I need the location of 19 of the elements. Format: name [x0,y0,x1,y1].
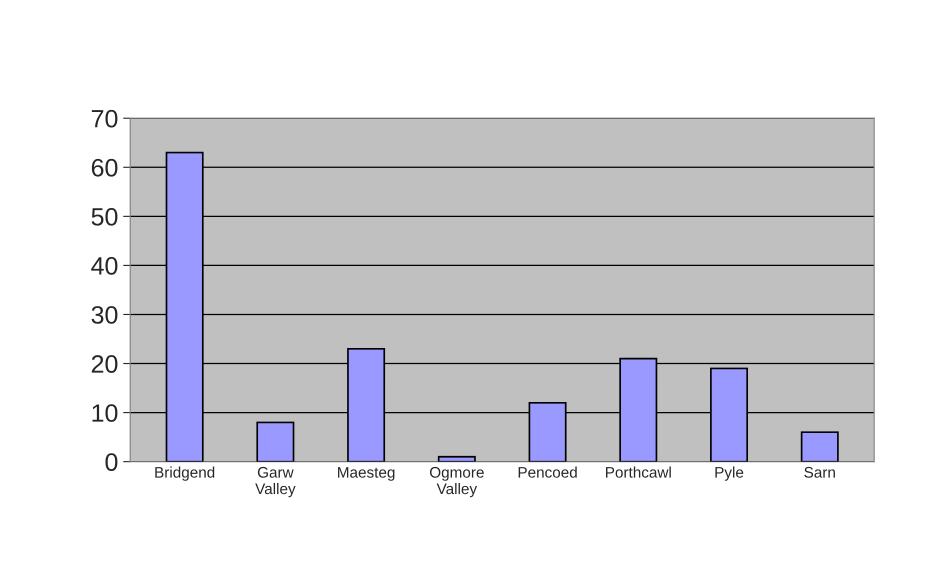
y-tick-label: 20 [92,355,118,373]
y-tick-label: 50 [92,208,118,226]
x-tick-label: Maesteg [338,467,394,481]
x-tick-label: Pyle [715,466,744,481]
y-tick-label: 10 [92,404,118,422]
x-tick-label: Garw Valley [255,466,296,498]
y-tick-label: 0 [105,453,118,471]
bar [800,431,839,462]
x-tick-label: Porthcawl [606,466,671,478]
y-tick-label: 60 [92,158,118,177]
x-tick-label: Ogmore Valley [430,466,484,498]
x-tick-label: Sarn [804,466,835,478]
bar [438,456,476,462]
y-tick-label: 40 [91,257,118,275]
x-tick-label: Pencoed [518,466,577,478]
bar [256,422,294,462]
y-tick-label: 30 [92,306,118,324]
y-tick-label: 70 [92,110,118,128]
x-tick-label: Bridgend [155,466,214,481]
